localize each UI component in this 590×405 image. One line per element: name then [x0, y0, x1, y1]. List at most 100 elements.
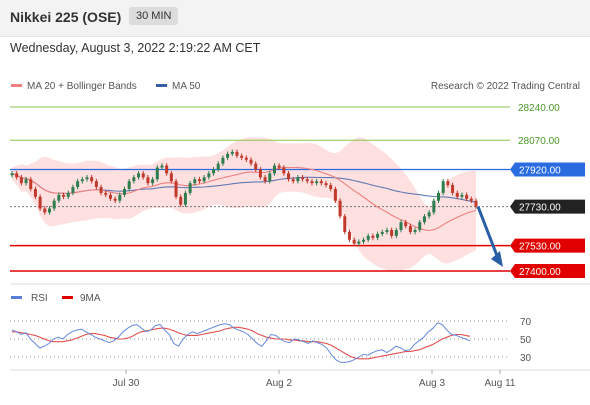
candle-44	[216, 161, 220, 172]
candle-83	[399, 219, 403, 233]
candle-53	[258, 167, 262, 180]
candle-body	[207, 173, 211, 178]
candle-body	[418, 222, 422, 230]
level-label-4: 27530.00	[519, 242, 561, 253]
candle-86	[413, 227, 417, 235]
candle-body	[268, 173, 272, 182]
candle-48	[235, 149, 239, 159]
candle-body	[258, 169, 262, 178]
candle-90	[432, 198, 436, 215]
xtick-label-2: Aug 3	[419, 378, 446, 389]
candle-body	[296, 177, 300, 182]
candle-body	[212, 169, 216, 174]
candle-93	[446, 178, 450, 188]
forecast-arrow-shaft	[476, 206, 501, 262]
candle-body	[310, 181, 314, 184]
level-label-3: 27730.00	[519, 203, 561, 214]
forecast-arrow-head	[491, 251, 503, 267]
candle-28	[141, 171, 145, 180]
candle-57	[277, 163, 281, 170]
candle-5	[33, 186, 37, 200]
candle-body	[193, 179, 197, 184]
candle-body	[301, 177, 305, 180]
candle-body	[202, 177, 206, 182]
candle-1	[15, 171, 19, 180]
candle-body	[230, 151, 234, 154]
candle-body	[169, 173, 173, 182]
candle-body	[221, 157, 225, 164]
candle-body	[197, 179, 201, 182]
candle-body	[10, 173, 14, 176]
candle-52	[254, 161, 258, 172]
candle-body	[319, 181, 323, 184]
candle-body	[427, 212, 431, 217]
candle-body	[474, 200, 478, 207]
bollinger-band	[12, 137, 476, 272]
candle-95	[455, 190, 459, 200]
candle-73	[352, 237, 356, 247]
candle-87	[418, 219, 422, 233]
candle-54	[263, 174, 267, 184]
candle-body	[287, 173, 291, 180]
timestamp: Wednesday, August 3, 2022 2:19:22 AM CET	[10, 41, 261, 55]
candle-body	[146, 177, 150, 184]
interval-badge[interactable]: 30 MIN	[129, 7, 179, 25]
candle-body	[57, 194, 61, 201]
candle-94	[451, 182, 455, 196]
candle-34	[169, 171, 173, 184]
candle-84	[404, 219, 408, 229]
candle-29	[146, 174, 150, 186]
level-tag-bg	[510, 199, 585, 214]
candle-9	[52, 198, 56, 211]
candle-body	[160, 165, 164, 168]
candle-51	[249, 157, 253, 166]
ma50-legend-swatch	[156, 84, 167, 87]
candle-body	[118, 194, 122, 201]
candle-body	[282, 167, 286, 174]
level-label-5: 27400.00	[519, 267, 561, 278]
candle-body	[376, 233, 380, 238]
candle-66	[319, 178, 323, 186]
candle-91	[436, 190, 441, 204]
candle-88	[422, 213, 426, 225]
level-tag-4: 27530.00	[510, 238, 585, 253]
candle-body	[108, 194, 112, 199]
candle-body	[469, 198, 473, 201]
candle-17	[90, 174, 94, 184]
candle-body	[347, 231, 351, 240]
candle-78	[376, 231, 380, 241]
candle-39	[193, 176, 197, 186]
candle-body	[151, 179, 155, 184]
candle-body	[62, 194, 66, 197]
candle-21	[108, 192, 112, 202]
level-tag-2: 27920.00	[510, 162, 585, 177]
candle-8	[47, 206, 52, 215]
xtick-label-0: Jul 30	[113, 378, 140, 389]
candle-body	[155, 167, 159, 180]
candle-74	[357, 239, 361, 247]
level-label-2: 27920.00	[519, 165, 561, 176]
candle-6	[38, 194, 42, 211]
candle-96	[460, 192, 464, 200]
candle-65	[315, 178, 319, 186]
candle-body	[263, 177, 267, 182]
candle-22	[113, 196, 117, 204]
candle-76	[366, 233, 370, 243]
candle-body	[29, 179, 33, 189]
candle-98	[469, 196, 473, 204]
candle-40	[197, 176, 201, 184]
candle-body	[399, 222, 403, 230]
candle-20	[104, 190, 108, 198]
candle-body	[85, 177, 89, 180]
candle-60	[291, 176, 295, 184]
candle-55	[268, 171, 272, 184]
candle-body	[315, 181, 319, 184]
candle-body	[47, 208, 52, 213]
candle-body	[43, 208, 47, 213]
candle-49	[240, 153, 244, 161]
rsi-line	[11, 322, 471, 363]
ma20-legend-label: MA 20 + Bollinger Bands	[27, 81, 137, 92]
candle-80	[385, 227, 389, 235]
candle-body	[272, 165, 276, 174]
